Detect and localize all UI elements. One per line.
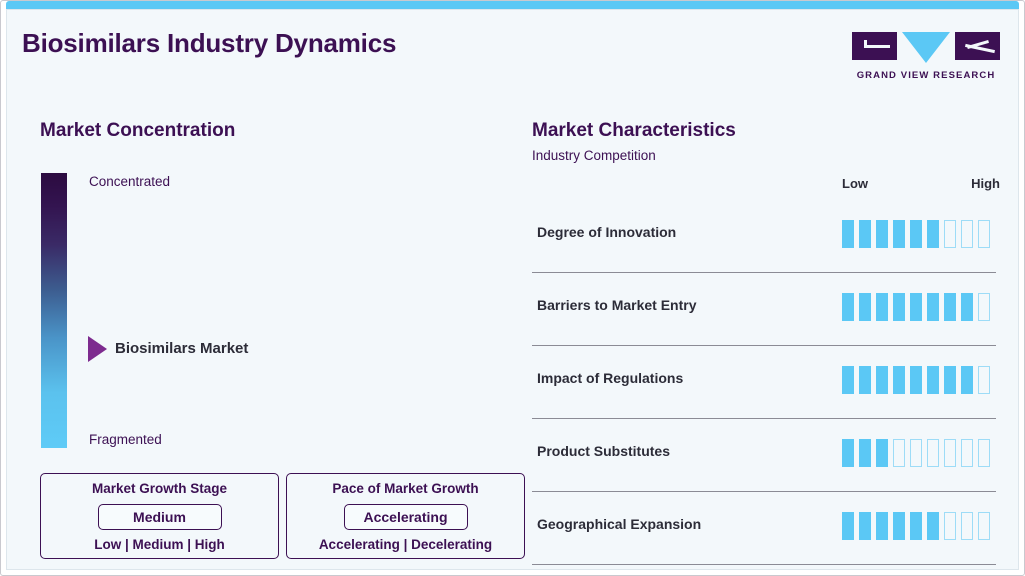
characteristic-row: Product Substitutes — [532, 419, 996, 492]
pace-of-market-growth-box: Pace of Market Growth Accelerating Accel… — [286, 473, 525, 559]
meter-segment-empty — [961, 439, 973, 467]
meter-segment-filled — [842, 512, 854, 540]
characteristic-meter — [842, 512, 990, 540]
meter-segment-empty — [978, 512, 990, 540]
characteristic-row: Impact of Regulations — [532, 346, 996, 419]
market-position-label: Biosimilars Market — [115, 340, 249, 357]
characteristics-row-list: Degree of Innovation Barriers to Market E… — [532, 200, 996, 565]
pace-of-market-growth-value: Accelerating — [343, 503, 468, 530]
meter-segment-empty — [978, 439, 990, 467]
scale-bottom-label: Fragmented — [89, 432, 162, 447]
characteristic-row: Geographical Expansion — [532, 492, 996, 565]
header: Biosimilars Industry Dynamics GRAND VIEW… — [7, 10, 1018, 88]
market-growth-stage-options: Low | Medium | High — [94, 537, 225, 552]
characteristic-label: Barriers to Market Entry — [537, 297, 697, 313]
meter-segment-empty — [944, 439, 956, 467]
meter-segment-empty — [961, 220, 973, 248]
scale-top-label: Concentrated — [89, 174, 171, 189]
axis-high-label: High — [971, 176, 1000, 191]
meter-segment-filled — [893, 220, 905, 248]
top-accent-bar — [6, 1, 1019, 9]
characteristic-meter — [842, 439, 990, 467]
meter-segment-filled — [876, 220, 888, 248]
market-growth-stage-box: Market Growth Stage Medium Low | Medium … — [40, 473, 279, 559]
meter-segment-filled — [842, 439, 854, 467]
meter-segment-empty — [893, 439, 905, 467]
characteristic-label: Impact of Regulations — [537, 370, 684, 386]
market-growth-stage-value: Medium — [97, 503, 222, 530]
meter-segment-filled — [859, 220, 871, 248]
meter-segment-filled — [876, 512, 888, 540]
meter-segment-filled — [859, 366, 871, 394]
meter-segment-filled — [944, 293, 956, 321]
pace-of-market-growth-options: Accelerating | Decelerating — [318, 537, 493, 552]
axis-low-label: Low — [842, 176, 868, 191]
meter-segment-empty — [961, 512, 973, 540]
logo-marks — [852, 32, 1000, 64]
meter-segment-filled — [842, 366, 854, 394]
logo-left-mark-icon — [852, 32, 897, 60]
meter-segment-filled — [893, 366, 905, 394]
brand-logo: GRAND VIEW RESEARCH — [852, 32, 1000, 81]
market-characteristics-title: Market Characteristics — [532, 120, 736, 141]
characteristic-label: Geographical Expansion — [537, 516, 702, 532]
characteristic-label: Product Substitutes — [537, 443, 671, 459]
market-concentration-title: Market Concentration — [40, 120, 236, 141]
meter-segment-filled — [876, 366, 888, 394]
meter-segment-empty — [978, 220, 990, 248]
meter-segment-filled — [961, 366, 973, 394]
market-characteristics-panel: Market Characteristics Industry Competit… — [517, 88, 1018, 569]
meter-segment-filled — [859, 439, 871, 467]
stat-box-group: Market Growth Stage Medium Low | Medium … — [40, 473, 525, 559]
meter-axis-labels: Low High — [842, 176, 1002, 191]
meter-segment-empty — [927, 439, 939, 467]
meter-segment-empty — [978, 366, 990, 394]
logo-wordmark: GRAND VIEW RESEARCH — [856, 70, 996, 81]
characteristic-meter — [842, 220, 990, 248]
logo-triangle-icon — [902, 32, 950, 63]
meter-segment-filled — [927, 220, 939, 248]
market-growth-stage-heading: Market Growth Stage — [91, 481, 228, 496]
meter-segment-filled — [910, 366, 922, 394]
market-concentration-panel: Market Concentration Concentrated Fragme… — [7, 88, 525, 569]
concentration-gradient-bar — [41, 173, 67, 448]
meter-segment-filled — [876, 439, 888, 467]
meter-segment-filled — [859, 293, 871, 321]
characteristic-label: Degree of Innovation — [537, 224, 677, 240]
meter-segment-empty — [978, 293, 990, 321]
meter-segment-filled — [876, 293, 888, 321]
meter-segment-filled — [944, 366, 956, 394]
meter-segment-empty — [944, 220, 956, 248]
market-characteristics-subtitle: Industry Competition — [532, 148, 656, 163]
logo-right-mark-icon — [955, 32, 1000, 60]
market-position-arrow-icon — [88, 336, 107, 362]
meter-segment-filled — [842, 220, 854, 248]
meter-segment-filled — [859, 512, 871, 540]
characteristic-row: Barriers to Market Entry — [532, 273, 996, 346]
meter-segment-filled — [842, 293, 854, 321]
meter-segment-filled — [927, 512, 939, 540]
meter-segment-filled — [893, 512, 905, 540]
meter-segment-filled — [910, 512, 922, 540]
meter-segment-filled — [910, 293, 922, 321]
characteristic-meter — [842, 293, 990, 321]
meter-segment-filled — [910, 220, 922, 248]
meter-segment-filled — [927, 293, 939, 321]
meter-segment-filled — [927, 366, 939, 394]
pace-of-market-growth-heading: Pace of Market Growth — [332, 481, 479, 496]
meter-segment-empty — [944, 512, 956, 540]
canvas: Biosimilars Industry Dynamics GRAND VIEW… — [6, 9, 1019, 570]
meter-segment-filled — [893, 293, 905, 321]
meter-segment-filled — [961, 293, 973, 321]
characteristic-row: Degree of Innovation — [532, 200, 996, 273]
meter-segment-empty — [910, 439, 922, 467]
characteristic-meter — [842, 366, 990, 394]
page-title: Biosimilars Industry Dynamics — [22, 28, 397, 58]
